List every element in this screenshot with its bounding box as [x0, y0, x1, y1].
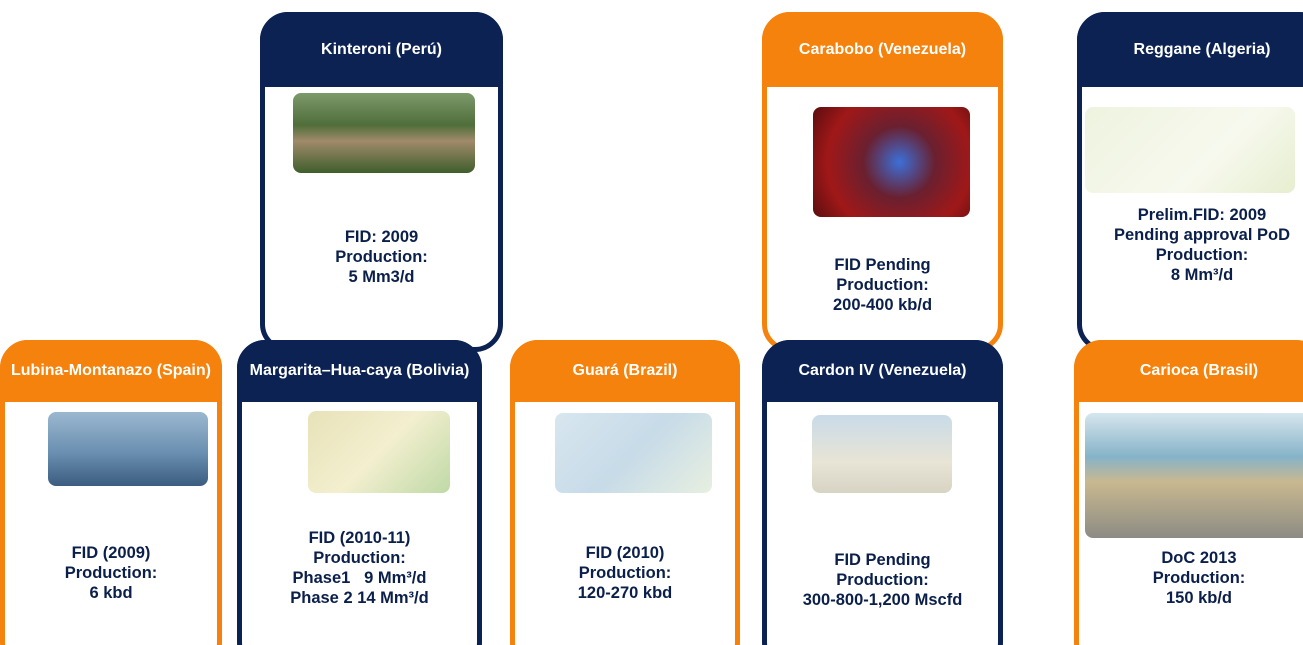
detail-line: Phase 2 14 Mm³/d: [242, 588, 477, 608]
detail-line: 8 Mm³/d: [1082, 265, 1303, 285]
project-image: [293, 93, 475, 173]
detail-line: FID: 2009: [265, 227, 498, 247]
card-details: FID (2009)Production:6 kbd: [5, 543, 217, 603]
project-image: [813, 107, 970, 217]
project-image: [48, 412, 208, 486]
detail-line: 200-400 kb/d: [767, 295, 998, 315]
detail-line: FID Pending: [767, 550, 998, 570]
detail-line: Phase1 9 Mm³/d: [242, 568, 477, 588]
project-image: [555, 413, 712, 493]
detail-line: FID (2009): [5, 543, 217, 563]
card-header: Reggane (Algeria): [1077, 12, 1303, 87]
detail-line: FID (2010-11): [242, 528, 477, 548]
detail-line: Prelim.FID: 2009: [1082, 205, 1303, 225]
detail-line: 5 Mm3/d: [265, 267, 498, 287]
card-header: Kinteroni (Perú): [260, 12, 503, 87]
project-image: [308, 411, 450, 493]
detail-line: Production:: [242, 548, 477, 568]
detail-line: 150 kb/d: [1079, 588, 1303, 608]
card-header: Carabobo (Venezuela): [762, 12, 1003, 87]
card-header: Guará (Brazil): [510, 340, 740, 402]
detail-line: Production:: [265, 247, 498, 267]
detail-line: 120-270 kbd: [515, 583, 735, 603]
detail-line: Pending approval PoD: [1082, 225, 1303, 245]
project-card: Lubina-Montanazo (Spain) FID (2009)Produc…: [0, 340, 222, 645]
detail-line: Production:: [767, 275, 998, 295]
detail-line: 300-800-1,200 Mscfd: [767, 590, 998, 610]
slide: Kinteroni (Perú)FID: 2009Production:5 Mm…: [0, 0, 1303, 645]
detail-line: DoC 2013: [1079, 548, 1303, 568]
project-image: [812, 415, 952, 493]
detail-line: Production:: [5, 563, 217, 583]
card-header: Margarita–Hua-caya (Bolivia): [237, 340, 482, 402]
detail-line: FID (2010): [515, 543, 735, 563]
detail-line: Production:: [767, 570, 998, 590]
card-header: Lubina-Montanazo (Spain): [0, 340, 222, 402]
detail-line: Production:: [1082, 245, 1303, 265]
project-image: [1085, 413, 1303, 538]
project-card: Guará (Brazil) FID (2010)Production:120-2…: [510, 340, 740, 645]
detail-line: FID Pending: [767, 255, 998, 275]
card-details: FID (2010)Production:120-270 kbd: [515, 543, 735, 603]
card-header: Carioca (Brasil): [1074, 340, 1303, 402]
detail-line: 6 kbd: [5, 583, 217, 603]
detail-line: Production:: [1079, 568, 1303, 588]
project-card: Margarita–Hua-caya (Bolivia) FID (2010-11…: [237, 340, 482, 645]
detail-line: Production:: [515, 563, 735, 583]
card-header: Cardon IV (Venezuela): [762, 340, 1003, 402]
project-image: [1085, 107, 1295, 193]
